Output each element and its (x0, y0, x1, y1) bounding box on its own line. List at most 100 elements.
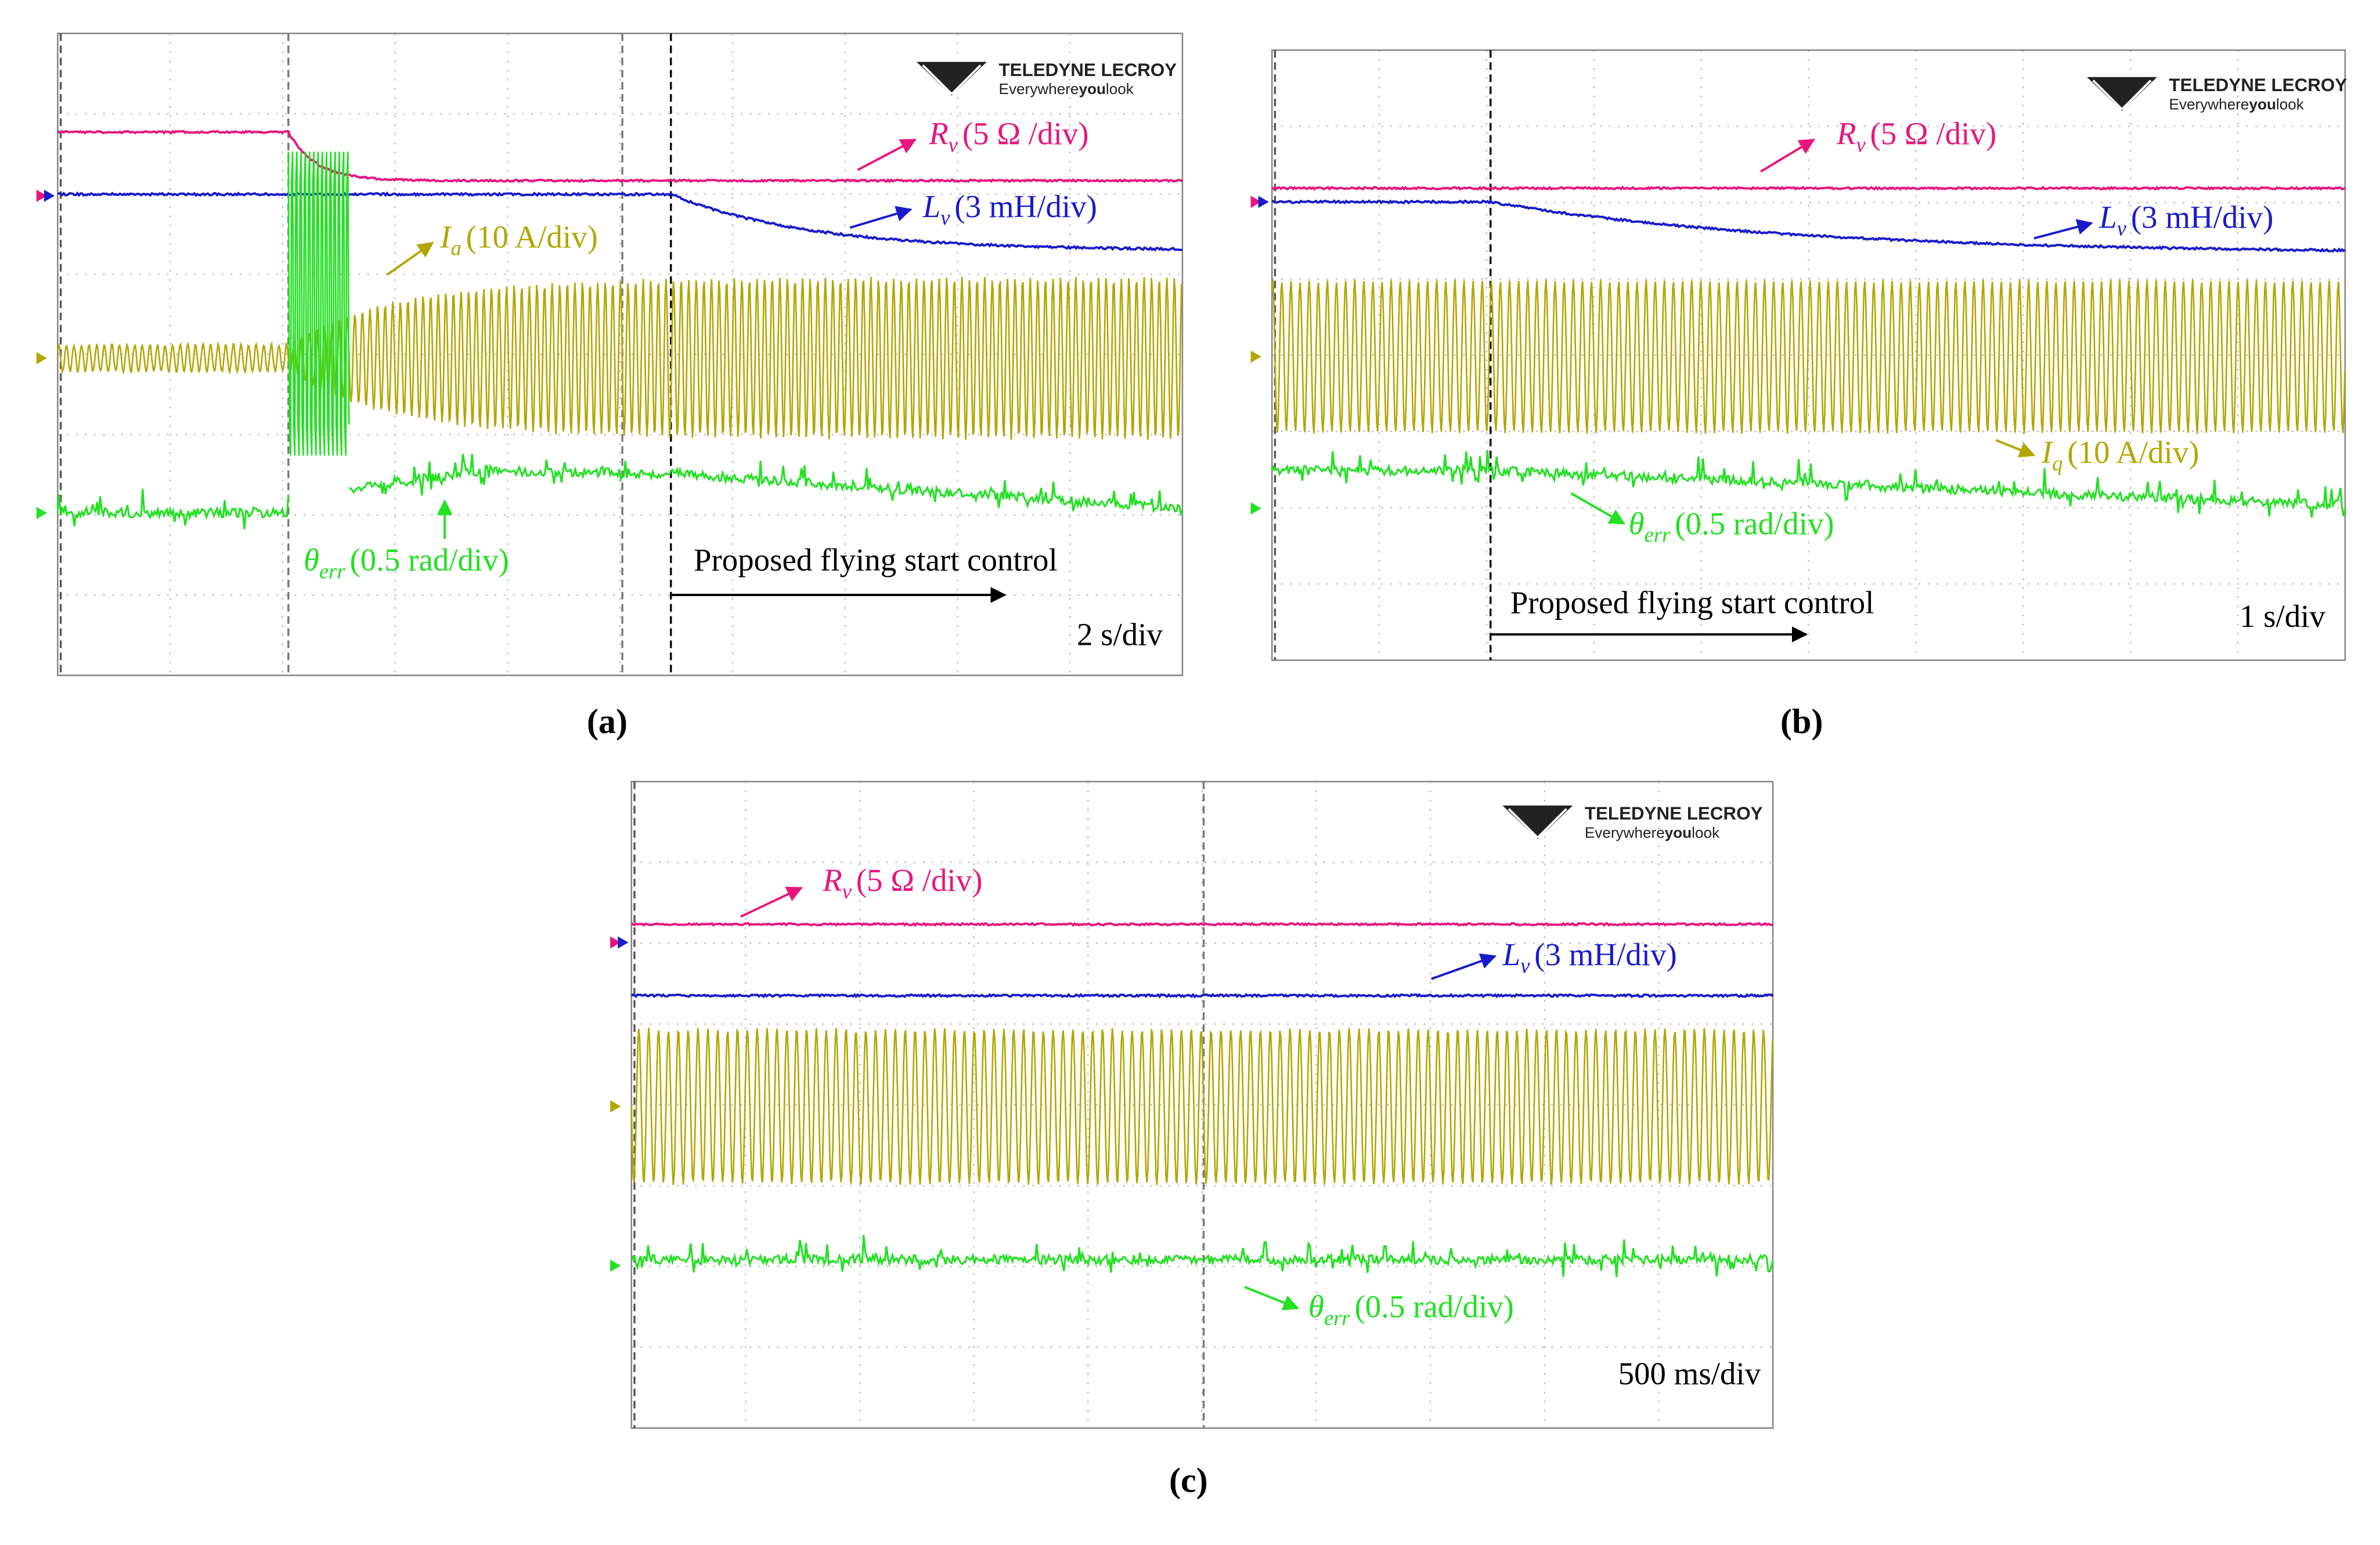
control-label: Proposed flying start control (694, 542, 1058, 577)
channel-marker (1250, 351, 1261, 363)
annotation-arrow (1244, 1286, 1300, 1311)
logo-tagline: Everywhereyoulook (999, 80, 1134, 98)
channel-marker (610, 1259, 621, 1272)
trace-label: Ia (10 A/div) (439, 219, 598, 259)
screen-frame (57, 33, 1184, 676)
current-trace (57, 276, 1182, 440)
tagline-part: look (1692, 824, 1720, 841)
label-subscript: v (1856, 133, 1866, 157)
annotation-arrow (857, 138, 917, 171)
annotation-arrow (1995, 439, 2036, 458)
trace-label: Lv (3 mH/div) (2098, 199, 2273, 240)
channel-marker (610, 936, 621, 949)
tagline-part: look (1106, 80, 1134, 98)
logo-name: TELEDYNE LECROY (1585, 803, 1763, 824)
logo-icon (911, 59, 993, 99)
logo-tagline: Everywhereyoulook (1585, 824, 1720, 841)
screen-frame (630, 781, 1774, 1429)
inductance-trace (630, 992, 1774, 999)
control-label: Proposed flying start control (1510, 584, 1874, 620)
label-symbol: θ (304, 542, 319, 577)
label-symbol: L (1502, 937, 1521, 972)
tagline-part: Everywhere (2169, 95, 2249, 113)
label-subscript: err (1645, 523, 1671, 547)
channel-marker (36, 507, 48, 519)
label-scale: (0.5 rad/div) (1355, 1289, 1514, 1324)
channel-marker (36, 189, 48, 202)
panel-caption: (b) (1780, 702, 1823, 741)
label-scale: (0.5 rad/div) (1675, 506, 1834, 541)
tagline-part: Everywhere (1585, 824, 1665, 841)
logo-icon (2081, 74, 2163, 114)
label-scale: (5 Ω /div) (856, 862, 983, 898)
label-subscript: v (949, 133, 958, 157)
time-scale: 1 s/div (2240, 598, 2326, 634)
logo-name: TELEDYNE LECROY (999, 60, 1177, 80)
tagline-part: you (1665, 824, 1692, 841)
label-scale: (3 mH/div) (1534, 937, 1677, 972)
trace-label: Rv (5 Ω /div) (928, 115, 1088, 156)
channel-marker (1258, 196, 1269, 208)
label-subscript: v (2117, 216, 2127, 240)
logo-icon (1496, 803, 1579, 843)
trace-label: Lv (3 mH/div) (922, 189, 1097, 229)
annotation-arrow (1570, 492, 1626, 525)
error-trace (630, 1234, 1774, 1277)
panel-caption: (c) (1169, 1461, 1208, 1500)
trace-label: Rv (5 Ω /div) (1836, 115, 1996, 156)
tagline-part: Everywhere (999, 80, 1079, 98)
label-scale: (3 mH/div) (2131, 199, 2274, 234)
label-symbol: L (2098, 199, 2117, 234)
label-symbol: I (2041, 435, 2054, 470)
label-scale: (5 Ω /div) (1870, 115, 1997, 151)
annotation-arrow (1431, 953, 1497, 980)
channel-marker (44, 189, 55, 202)
label-subscript: v (842, 879, 852, 903)
channel-marker (1250, 502, 1261, 515)
annotation-arrow (2033, 219, 2093, 240)
channel-marker (1250, 196, 1261, 208)
trace-label: θerr (0.5 rad/div) (1629, 506, 1834, 546)
transient-burst (287, 151, 350, 456)
current-trace (630, 1027, 1773, 1185)
label-subscript: err (1324, 1306, 1350, 1330)
trace-label: Lv (3 mH/div) (1502, 937, 1677, 977)
time-scale: 2 s/div (1077, 616, 1163, 652)
label-symbol: I (439, 219, 452, 254)
tagline-part: you (1079, 80, 1105, 98)
resistance-trace (1271, 185, 2346, 191)
inductance-trace (57, 191, 1183, 252)
label-scale: (0.5 rad/div) (350, 542, 509, 577)
label-subscript: v (940, 205, 950, 229)
trace-label: θerr (0.5 rad/div) (1308, 1289, 1514, 1330)
label-symbol: L (922, 189, 941, 224)
logo-tagline: Everywhereyoulook (2169, 95, 2305, 113)
resistance-trace (630, 922, 1773, 927)
screen-frame (1271, 49, 2346, 661)
resistance-trace (57, 129, 1183, 183)
trace-label: θerr (0.5 rad/div) (304, 542, 509, 583)
annotation-arrow (849, 205, 913, 229)
label-subscript: err (319, 559, 345, 583)
panel-caption: (a) (587, 702, 628, 741)
annotation-arrow (386, 241, 434, 276)
tagline-part: you (2249, 95, 2276, 113)
channel-marker (618, 936, 629, 949)
inductance-trace (1271, 198, 2346, 253)
label-symbol: R (928, 115, 949, 151)
annotation-arrow (1760, 138, 1816, 173)
trace-label: Iq (10 A/div) (2041, 435, 2199, 475)
label-scale: (3 mH/div) (954, 189, 1097, 224)
channel-marker (36, 352, 48, 364)
error-trace (56, 489, 290, 529)
label-symbol: θ (1308, 1289, 1324, 1324)
label-subscript: a (451, 236, 461, 259)
label-scale: (10 A/div) (2067, 435, 2199, 470)
label-scale: (5 Ω /div) (962, 115, 1089, 151)
logo-name: TELEDYNE LECROY (2169, 75, 2347, 95)
label-scale: (10 A/div) (466, 219, 598, 254)
trace-label: Rv (5 Ω /div) (822, 862, 982, 903)
channel-marker (610, 1100, 621, 1113)
time-scale: 500 ms/div (1618, 1356, 1761, 1391)
